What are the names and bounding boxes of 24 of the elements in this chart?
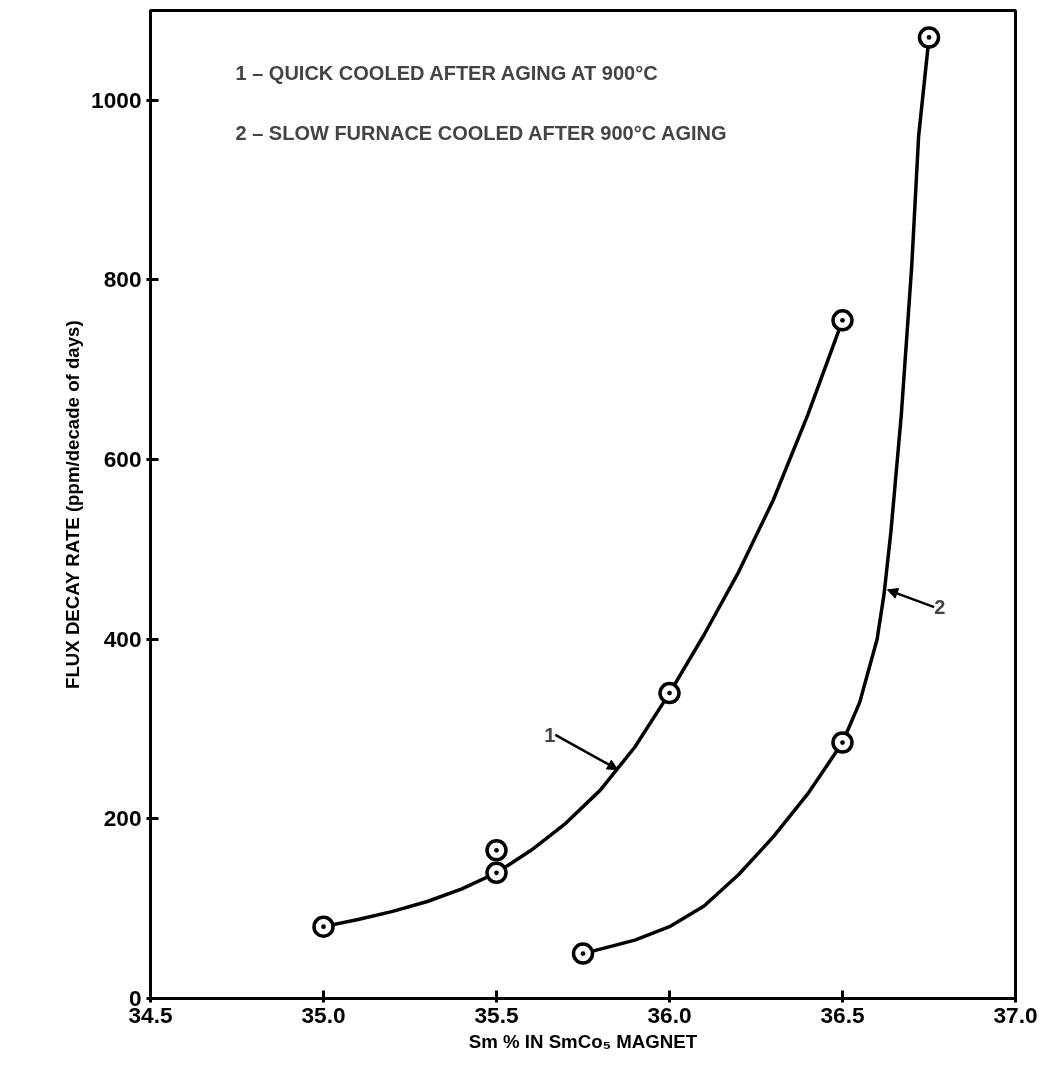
point bbox=[831, 731, 854, 754]
y-tick-label: 800 bbox=[103, 266, 142, 293]
x-tick-label: 37.0 bbox=[993, 1001, 1038, 1028]
point bbox=[312, 915, 335, 938]
y-tick-label: 400 bbox=[103, 625, 142, 652]
annotation: 1 bbox=[544, 723, 556, 746]
x-tick-label: 36.0 bbox=[647, 1001, 692, 1028]
point bbox=[658, 681, 681, 705]
point bbox=[917, 26, 941, 49]
x-tick-label: 35.5 bbox=[474, 1001, 519, 1028]
y-tick-label: 200 bbox=[103, 805, 142, 832]
point bbox=[485, 839, 508, 862]
y-tick-label: 600 bbox=[103, 446, 142, 473]
x-tick-label: 35.0 bbox=[301, 1001, 346, 1028]
annotation: 2 bbox=[934, 596, 946, 619]
point bbox=[831, 309, 854, 332]
point bbox=[485, 861, 508, 884]
y-axis-title: FLUX DECAY RATE (ppm/decade of days) bbox=[62, 320, 84, 690]
annotation: 1 – QUICK COOLED AFTER AGING AT 900°C bbox=[235, 61, 658, 84]
x-axis-title: Sm % IN SmCo₅ MAGNET bbox=[468, 1030, 698, 1052]
annotation: 2 – SLOW FURNACE COOLED AFTER 900°C AGING bbox=[235, 121, 727, 144]
point bbox=[571, 942, 595, 965]
y-tick-label: 1000 bbox=[91, 86, 142, 113]
x-tick-label: 36.5 bbox=[820, 1001, 865, 1028]
